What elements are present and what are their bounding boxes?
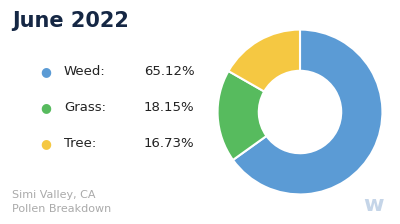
Text: Grass:: Grass: bbox=[64, 101, 106, 114]
Text: Simi Valley, CA
Pollen Breakdown: Simi Valley, CA Pollen Breakdown bbox=[12, 190, 111, 214]
Text: 16.73%: 16.73% bbox=[144, 137, 195, 150]
Text: ●: ● bbox=[40, 65, 51, 78]
Text: Weed:: Weed: bbox=[64, 65, 106, 78]
Wedge shape bbox=[233, 30, 382, 194]
Text: ●: ● bbox=[40, 137, 51, 150]
Text: Tree:: Tree: bbox=[64, 137, 96, 150]
Text: 18.15%: 18.15% bbox=[144, 101, 195, 114]
Text: w: w bbox=[364, 195, 384, 215]
Text: June 2022: June 2022 bbox=[12, 11, 129, 31]
Wedge shape bbox=[218, 71, 266, 160]
Text: 65.12%: 65.12% bbox=[144, 65, 195, 78]
Text: ●: ● bbox=[40, 101, 51, 114]
Wedge shape bbox=[228, 30, 300, 92]
